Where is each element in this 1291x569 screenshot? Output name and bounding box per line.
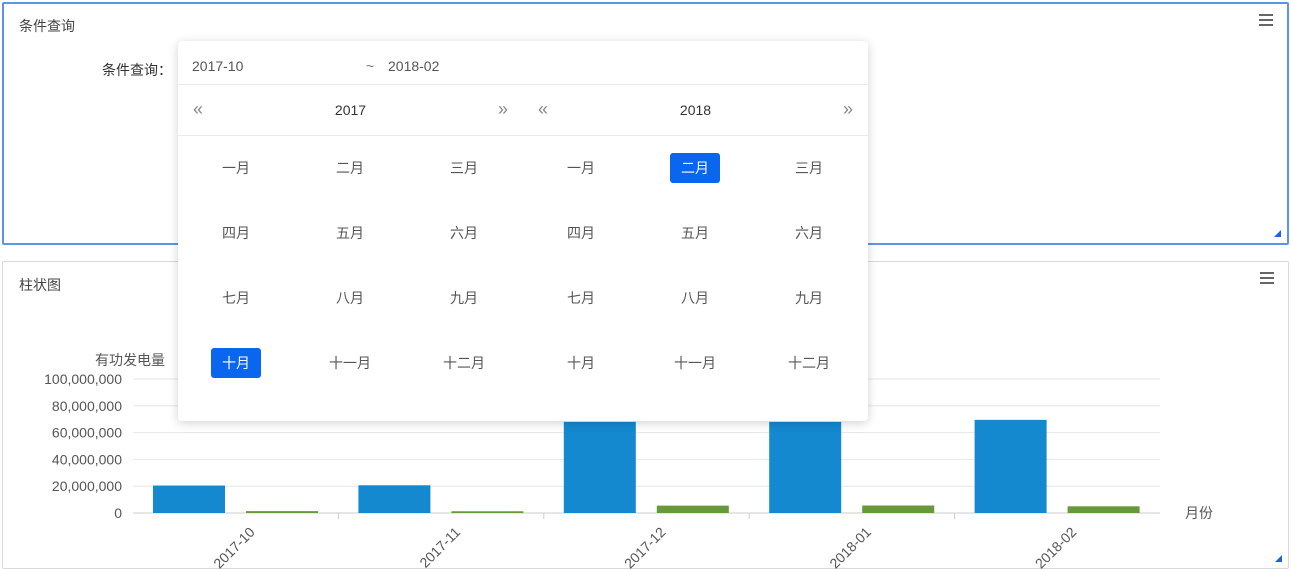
bar	[656, 505, 729, 513]
prev-year-icon[interactable]: «	[538, 99, 549, 119]
bar	[769, 421, 842, 513]
month-cell[interactable]: 二月	[670, 153, 720, 183]
y-tick-label: 60,000,000	[52, 425, 122, 441]
resize-handle-icon[interactable]	[1275, 555, 1282, 562]
month-cell[interactable]: 五月	[336, 225, 364, 241]
calendar-year: 2018	[679, 102, 712, 118]
month-cell[interactable]: 十一月	[329, 355, 371, 371]
bar	[246, 511, 318, 513]
prev-year-icon[interactable]: «	[193, 99, 204, 119]
y-tick-label: 80,000,000	[52, 398, 122, 414]
month-cell[interactable]: 十月	[567, 355, 595, 371]
month-range-picker: 2017-10 ~ 2018-02 « 2017 » 一月 二月 三月四月 五月 六月七…	[178, 41, 868, 421]
bar	[153, 485, 225, 513]
y-tick-label: 20,000,000	[52, 478, 122, 494]
x-tick-label: 2017-12	[621, 524, 669, 569]
month-cell[interactable]: 十二月	[443, 355, 485, 371]
month-cell[interactable]: 十月	[211, 348, 261, 378]
y-tick-label: 100,000,000	[44, 371, 122, 387]
y-tick-label: 0	[114, 505, 122, 521]
x-tick-label: 2018-01	[826, 524, 874, 569]
y-tick-label: 40,000,000	[52, 451, 122, 467]
menu-icon[interactable]	[1259, 14, 1273, 26]
calendar-header: « 2018 »	[523, 85, 868, 136]
query-panel-title: 条件查询	[19, 18, 75, 34]
range-separator: ~	[366, 58, 375, 74]
query-label: 条件查询：	[102, 62, 172, 78]
calendar-right: « 2018 » 一月 二月 三月四月 五月 六月七月 八月 九月十月 十一月 十二月	[523, 85, 868, 421]
next-year-icon[interactable]: »	[497, 99, 508, 119]
y-axis-title: 有功发电量	[95, 352, 165, 368]
month-cell[interactable]: 一月	[567, 160, 595, 176]
calendar-year: 2017	[334, 102, 367, 118]
chart-panel-title: 柱状图	[19, 277, 61, 293]
month-cell[interactable]: 十一月	[674, 355, 716, 371]
x-axis-title: 月份	[1185, 505, 1213, 521]
bar	[563, 421, 636, 513]
calendar-header: « 2017 »	[178, 85, 523, 136]
month-cell[interactable]: 七月	[222, 290, 250, 306]
month-cell[interactable]: 十二月	[788, 355, 830, 371]
bar	[1067, 506, 1140, 513]
menu-icon[interactable]	[1260, 272, 1274, 284]
month-cell[interactable]: 二月	[336, 160, 364, 176]
bar	[862, 505, 935, 513]
bar	[974, 419, 1047, 513]
month-cell[interactable]: 一月	[222, 160, 250, 176]
x-tick-label: 2017-11	[416, 524, 463, 569]
range-start-value[interactable]: 2017-10	[192, 58, 244, 74]
bar	[451, 511, 524, 513]
month-cell[interactable]: 八月	[681, 290, 709, 306]
month-cell[interactable]: 六月	[795, 225, 823, 241]
range-input[interactable]: 2017-10 ~ 2018-02	[178, 41, 868, 85]
bar	[358, 485, 431, 513]
month-cell[interactable]: 三月	[795, 160, 823, 176]
month-cell[interactable]: 九月	[450, 290, 478, 306]
x-tick-label: 2017-10	[210, 524, 258, 569]
month-cell[interactable]: 六月	[450, 225, 478, 241]
range-end-value[interactable]: 2018-02	[388, 58, 440, 74]
month-cell[interactable]: 三月	[450, 160, 478, 176]
month-cell[interactable]: 五月	[681, 225, 709, 241]
month-cell[interactable]: 四月	[567, 225, 595, 241]
month-cell[interactable]: 四月	[222, 225, 250, 241]
calendar-left: « 2017 » 一月 二月 三月四月 五月 六月七月 八月 九月十月 十一月 十二月	[178, 85, 523, 421]
x-tick-label: 2018-02	[1032, 524, 1080, 569]
next-year-icon[interactable]: »	[842, 99, 853, 119]
month-cell[interactable]: 九月	[795, 290, 823, 306]
month-cell[interactable]: 八月	[336, 290, 364, 306]
month-cell[interactable]: 七月	[567, 290, 595, 306]
resize-handle-icon[interactable]	[1274, 230, 1281, 237]
